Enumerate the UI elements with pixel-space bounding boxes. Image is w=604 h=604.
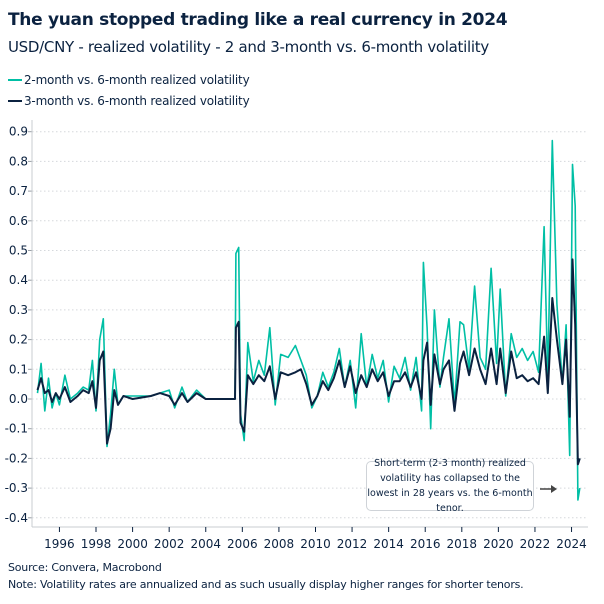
x-tick-label: 2014	[373, 537, 404, 551]
legend-item-3m: 3-month vs. 6-month realized volatility	[8, 94, 250, 108]
y-tick-label: 0.8	[9, 154, 28, 168]
note-text: Note: Volatility rates are annualized an…	[8, 578, 524, 591]
y-tick-label: 0.3	[9, 303, 28, 317]
y-tick-label: 0.5	[9, 244, 28, 258]
x-tick-label: 2004	[190, 537, 221, 551]
x-tick-label: 2006	[227, 537, 258, 551]
series-line-2m	[36, 139, 581, 501]
y-tick-label: 0.4	[9, 273, 28, 287]
y-tick-label: 0.9	[9, 125, 28, 139]
annotation-box: Short-term (2-3 month) realized volatili…	[366, 458, 534, 514]
x-tick-label: 2024	[556, 537, 587, 551]
x-tick-label: 2012	[337, 537, 368, 551]
legend-label-3m: 3-month vs. 6-month realized volatility	[24, 94, 250, 108]
chart-subtitle: USD/CNY - realized volatility - 2 and 3-…	[8, 38, 489, 56]
x-tick-label: 2010	[300, 537, 331, 551]
y-tick-label: -0.2	[5, 451, 28, 465]
source-text: Source: Convera, Macrobond	[8, 561, 162, 574]
legend-item-2m: 2-month vs. 6-month realized volatility	[8, 73, 250, 87]
series-line-3m	[36, 258, 581, 466]
legend-label-2m: 2-month vs. 6-month realized volatility	[24, 73, 250, 87]
x-tick-label: 2016	[410, 537, 441, 551]
annotation-text: Short-term (2-3 month) realized volatili…	[367, 458, 533, 514]
x-tick-label: 2002	[154, 537, 185, 551]
y-tick-label: 0.2	[9, 333, 28, 347]
x-tick-label: 2008	[264, 537, 295, 551]
legend-swatch-2m	[8, 79, 22, 81]
y-tick-label: 0.1	[9, 362, 28, 376]
x-tick-label: 2020	[483, 537, 514, 551]
x-tick-label: 2000	[117, 537, 148, 551]
y-tick-label: 0.7	[9, 184, 28, 198]
x-tick-label: 2018	[447, 537, 478, 551]
x-tick-label: 1998	[81, 537, 112, 551]
y-tick-label: -0.4	[5, 511, 28, 525]
y-tick-label: -0.3	[5, 481, 28, 495]
x-tick-label: 1996	[44, 537, 75, 551]
x-tick-label: 2022	[520, 537, 551, 551]
y-tick-label: 0.6	[9, 214, 28, 228]
y-tick-label: -0.1	[5, 422, 28, 436]
y-tick-label: 0.0	[9, 392, 28, 406]
chart-title: The yuan stopped trading like a real cur…	[8, 10, 508, 30]
annotation-arrow-head	[551, 485, 557, 493]
legend-swatch-3m	[8, 100, 22, 102]
